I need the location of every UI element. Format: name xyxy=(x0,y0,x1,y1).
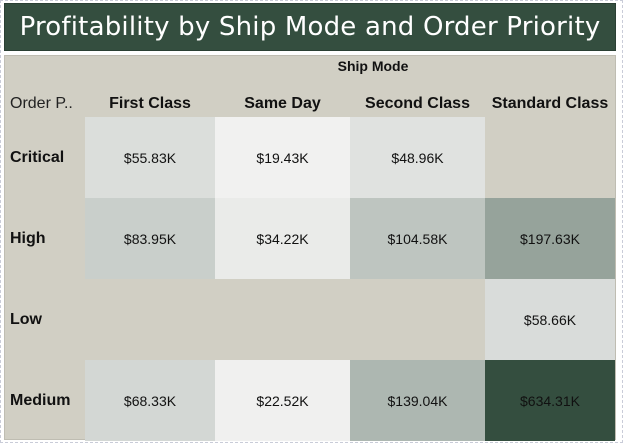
row-header-high: High xyxy=(10,229,46,247)
heatmap-cell[interactable]: $58.66K xyxy=(485,279,615,360)
column-header-standard-class: Standard Class xyxy=(491,95,609,112)
heatmap-cell[interactable]: $19.43K xyxy=(215,117,350,198)
row-header-medium: Medium xyxy=(10,391,71,409)
heatmap-cell[interactable]: $83.95K xyxy=(85,198,215,279)
heatmap-cell[interactable]: $48.96K xyxy=(350,117,485,198)
row-header-critical: Critical xyxy=(10,148,65,166)
column-group-header: Ship Mode xyxy=(337,58,409,74)
heatmap-cell[interactable]: $22.52K xyxy=(215,360,350,441)
heatmap-cell[interactable]: $634.31K xyxy=(485,360,615,441)
column-header-first-class: First Class xyxy=(109,95,191,112)
row-header-title: Order P.. xyxy=(10,95,73,112)
heatmap-cell[interactable]: $104.58K xyxy=(350,198,485,279)
heatmap-cell[interactable]: $55.83K xyxy=(85,117,215,198)
heatmap-cell[interactable]: $139.04K xyxy=(350,360,485,441)
row-header-low: Low xyxy=(10,310,42,328)
column-header-same-day: Same Day xyxy=(244,95,321,112)
column-header-second-class: Second Class xyxy=(365,95,470,112)
heatmap-cell[interactable]: $34.22K xyxy=(215,198,350,279)
chart-title: Profitability by Ship Mode and Order Pri… xyxy=(4,3,616,51)
heatmap-cell[interactable]: $68.33K xyxy=(85,360,215,441)
heatmap-cell[interactable]: $197.63K xyxy=(485,198,615,279)
